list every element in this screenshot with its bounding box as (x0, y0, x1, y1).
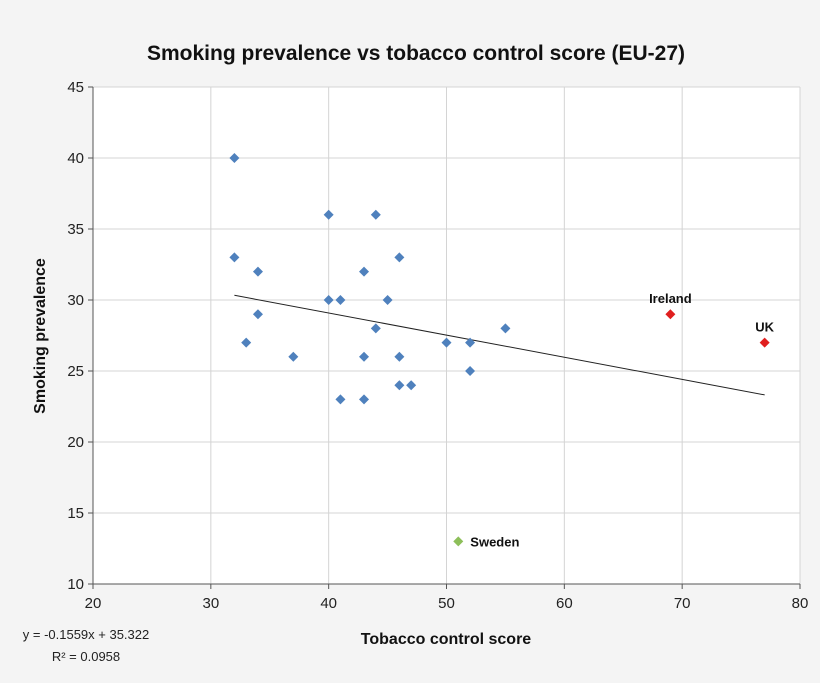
data-point-uk (759, 337, 770, 348)
data-point (359, 266, 370, 277)
y-tick-label: 45 (67, 79, 84, 96)
point-annotations: Ireland UK Sweden (470, 291, 774, 549)
chart-title: Smoking prevalence vs tobacco control sc… (147, 42, 685, 65)
y-tick-label: 35 (67, 221, 84, 238)
data-point (359, 394, 370, 405)
data-point (252, 266, 263, 277)
x-tick-label: 20 (85, 595, 102, 612)
data-point (323, 295, 334, 305)
y-tick-label: 10 (67, 576, 84, 593)
data-point (229, 153, 240, 163)
data-point (335, 394, 346, 405)
y-tick-label: 15 (67, 505, 84, 522)
data-point (359, 351, 370, 362)
annotation-ireland: Ireland (649, 291, 692, 306)
data-point (382, 295, 393, 305)
tick-labels: 10 15 20 25 30 35 40 45 20 30 40 50 60 70 80 (67, 79, 808, 612)
trendline-r-squared: R² = 0.0958 (52, 649, 120, 664)
data-point-ireland (665, 309, 676, 320)
data-point (370, 209, 381, 220)
data-point (241, 337, 252, 348)
x-tick-label: 50 (438, 595, 455, 612)
data-point (335, 295, 346, 305)
y-tick-label: 20 (67, 434, 84, 451)
data-point (252, 309, 263, 320)
y-tick-label: 25 (67, 363, 84, 380)
data-point (394, 380, 405, 391)
data-point (323, 209, 334, 220)
data-point (229, 252, 240, 263)
trendline-layer (234, 294, 765, 396)
x-tick-label: 30 (202, 595, 219, 612)
annotation-uk: UK (755, 320, 774, 335)
y-tick-label: 30 (67, 292, 84, 309)
y-tick-label: 40 (67, 150, 84, 167)
data-point (441, 337, 452, 348)
x-axis-title: Tobacco control score (361, 631, 532, 648)
y-axis-title: Smoking prevalence (32, 258, 49, 414)
x-tick-label: 70 (674, 595, 691, 612)
data-point (394, 351, 405, 362)
data-point-sweden (453, 536, 464, 547)
data-point (394, 252, 405, 263)
data-point (465, 366, 476, 376)
data-point (500, 323, 511, 334)
axes (88, 86, 801, 589)
trendline (234, 294, 765, 396)
data-points (229, 153, 770, 547)
x-tick-label: 60 (556, 595, 573, 612)
data-point (370, 323, 381, 334)
data-point (406, 380, 417, 391)
x-tick-label: 80 (792, 595, 809, 612)
data-point (465, 337, 476, 348)
trendline-equation: y = -0.1559x + 35.322 (23, 627, 149, 642)
annotation-sweden: Sweden (470, 534, 519, 549)
data-point (288, 351, 299, 362)
x-tick-label: 40 (320, 595, 337, 612)
